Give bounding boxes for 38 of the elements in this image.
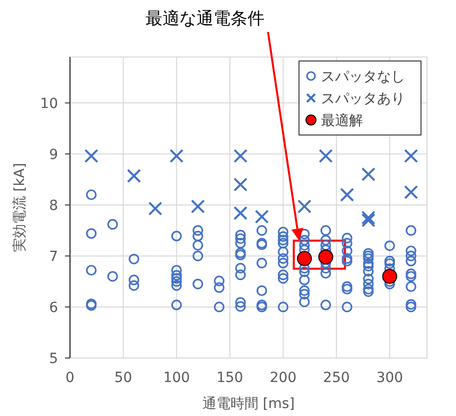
text: 最適な通電条件: [146, 9, 264, 29]
legend-label: スパッタあり: [321, 91, 405, 107]
point: [361, 167, 376, 182]
point: [361, 213, 376, 228]
point: [340, 188, 354, 202]
x-tick-label: 300: [376, 370, 404, 386]
y-tick-label: 9: [49, 146, 58, 163]
point: [404, 185, 418, 200]
x-tick-label: 50: [114, 370, 132, 386]
x-tick-label: 150: [216, 370, 244, 386]
x-axis-title: 通電時間 [ms]: [202, 396, 295, 412]
y-axis-title: 実効電流 [kA]: [12, 162, 28, 252]
legend-label: 最適解: [321, 113, 363, 129]
point: [234, 178, 248, 192]
x-tick-label: 250: [323, 370, 350, 386]
point: [148, 202, 162, 216]
legend-label: スパッタなし: [321, 69, 405, 85]
point: [254, 210, 269, 224]
x-tick-label: 100: [163, 370, 190, 386]
point: [404, 148, 418, 163]
point: [170, 148, 184, 163]
point: [234, 206, 248, 220]
y-tick-label: 7: [49, 248, 58, 265]
y-tick-label: 6: [49, 300, 58, 316]
point: [296, 251, 312, 266]
point: [361, 210, 376, 225]
point: [382, 268, 398, 284]
y-tick-label: 10: [40, 96, 58, 112]
point: [126, 168, 141, 183]
y-tick-label: 8: [49, 198, 58, 214]
y-tick-label: 5: [49, 351, 58, 367]
point: [190, 199, 205, 214]
point: [234, 148, 248, 163]
point: [318, 148, 333, 163]
x-tick-label: 0: [66, 370, 74, 386]
x-tick-label: 200: [270, 370, 296, 386]
point: [297, 199, 312, 214]
point: [84, 148, 98, 163]
